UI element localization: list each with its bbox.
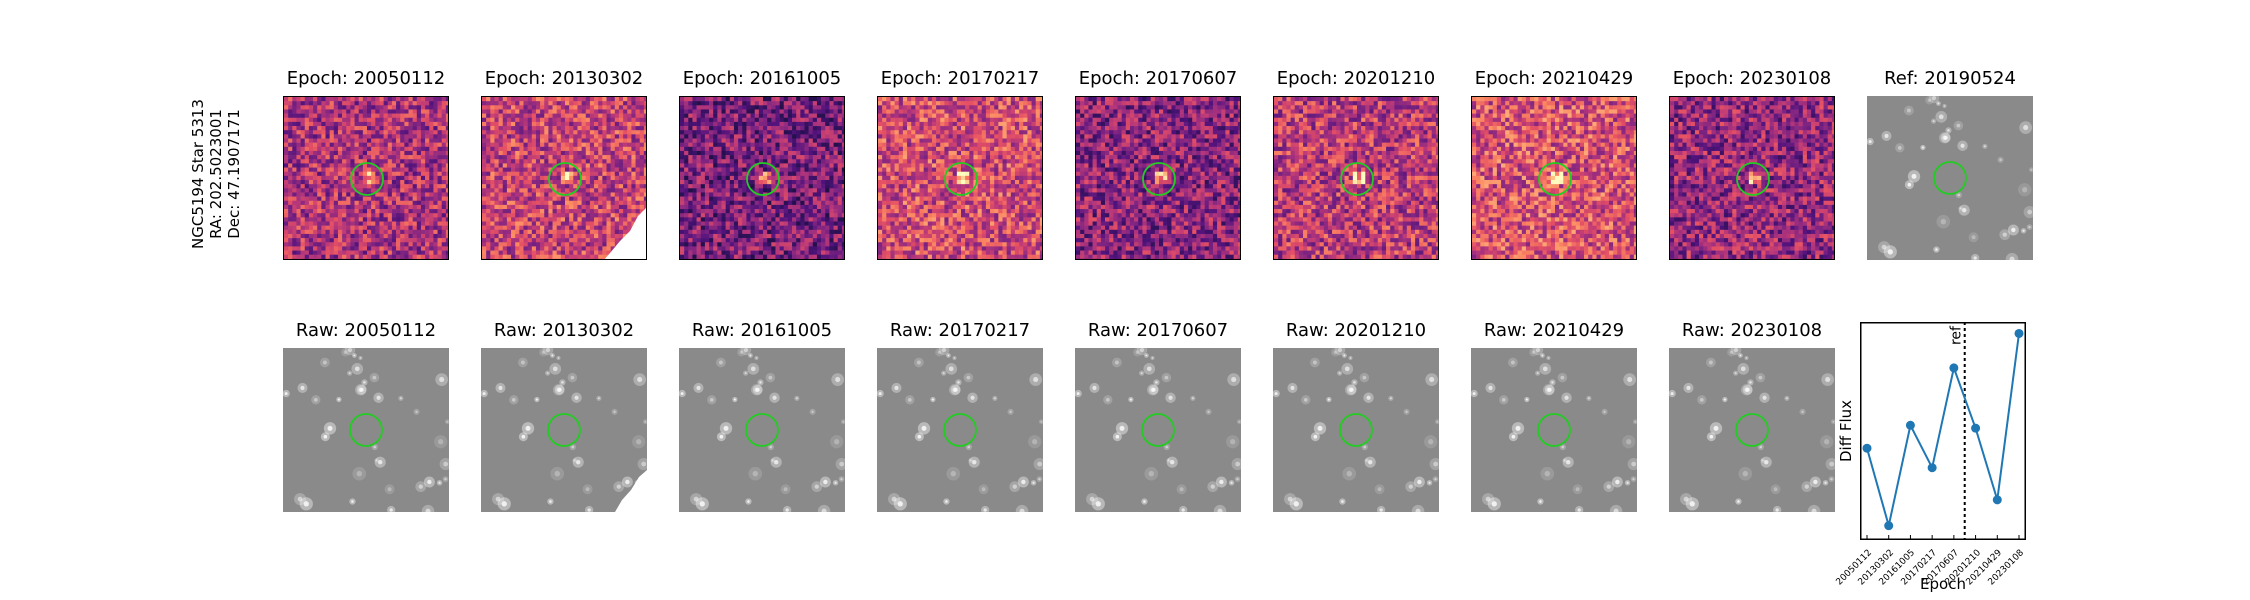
diff-image-title: Epoch: 20130302 [484, 68, 644, 89]
ref-image-title: Ref: 20190524 [1884, 68, 2016, 89]
target-marker-circle [547, 413, 581, 447]
target-marker-circle [349, 413, 383, 447]
target-marker-circle [1538, 162, 1572, 196]
x-axis-title: Epoch [1920, 575, 1966, 593]
flux-point [1992, 495, 2002, 505]
y-axis-title: Diff Flux [1837, 400, 1855, 462]
target-marker-circle [1142, 162, 1176, 196]
raw-image-title: Raw: 20170607 [1087, 320, 1229, 341]
raw-image [1273, 348, 1439, 512]
difference-image [1669, 96, 1835, 260]
raw-image-title: Raw: 20130302 [493, 320, 635, 341]
raw-image [481, 348, 647, 512]
diff-image-title: Epoch: 20210429 [1474, 68, 1634, 89]
raw-image-title: Raw: 20161005 [691, 320, 833, 341]
difference-image [1075, 96, 1241, 260]
flux-point [2014, 328, 2024, 338]
difference-image [283, 96, 449, 260]
raw-image [1471, 348, 1637, 512]
raw-image [1669, 348, 1835, 512]
diff-image-title: Epoch: 20050112 [286, 68, 446, 89]
target-name: NGC5194 Star 5313 [189, 99, 207, 249]
target-marker-circle [1736, 162, 1770, 196]
target-marker-circle [1735, 413, 1769, 447]
target-marker-circle [943, 413, 977, 447]
raw-image [283, 348, 449, 512]
difference-image [1471, 96, 1637, 260]
difference-image [481, 96, 647, 260]
flux-point [1971, 423, 1981, 433]
target-marker-circle [745, 413, 779, 447]
flux-point [1884, 521, 1894, 531]
diff-image-title: Epoch: 20161005 [682, 68, 842, 89]
difference-image [877, 96, 1043, 260]
raw-image-title: Raw: 20170217 [889, 320, 1031, 341]
raw-image-title: Raw: 20210429 [1483, 320, 1625, 341]
target-marker-circle [944, 162, 978, 196]
reference-line-label: ref [1949, 325, 1965, 345]
difference-image [1273, 96, 1439, 260]
target-marker-circle [1933, 161, 1967, 195]
flux-line [1866, 333, 2020, 526]
target-marker-circle [1339, 413, 1373, 447]
light-curve-chart: ref [1860, 322, 2026, 540]
target-marker-circle [1340, 162, 1374, 196]
diff-image-title: Epoch: 20170607 [1078, 68, 1238, 89]
raw-image [679, 348, 845, 512]
light-curve-plot: ref [1860, 322, 2026, 540]
raw-image [1075, 348, 1241, 512]
target-marker-circle [1537, 413, 1571, 447]
target-marker-circle [746, 162, 780, 196]
raw-image-title: Raw: 20230108 [1681, 320, 1823, 341]
plot-frame [1860, 322, 2026, 540]
flux-point [1949, 363, 1959, 373]
target-ra: RA: 202.5023001 [207, 109, 225, 239]
target-dec: Dec: 47.1907171 [225, 109, 243, 239]
diff-image-title: Epoch: 20170217 [880, 68, 1040, 89]
flux-point [1905, 420, 1915, 430]
difference-image [679, 96, 845, 260]
raw-image-title: Raw: 20050112 [295, 320, 437, 341]
raw-image [877, 348, 1043, 512]
diff-image-title: Epoch: 20201210 [1276, 68, 1436, 89]
target-marker-circle [548, 162, 582, 196]
target-marker-circle [350, 162, 384, 196]
raw-image-title: Raw: 20201210 [1285, 320, 1427, 341]
flux-point [1862, 443, 1872, 453]
target-marker-circle [1141, 413, 1175, 447]
flux-point [1927, 463, 1937, 473]
reference-image [1867, 96, 2033, 260]
diff-image-title: Epoch: 20230108 [1672, 68, 1832, 89]
